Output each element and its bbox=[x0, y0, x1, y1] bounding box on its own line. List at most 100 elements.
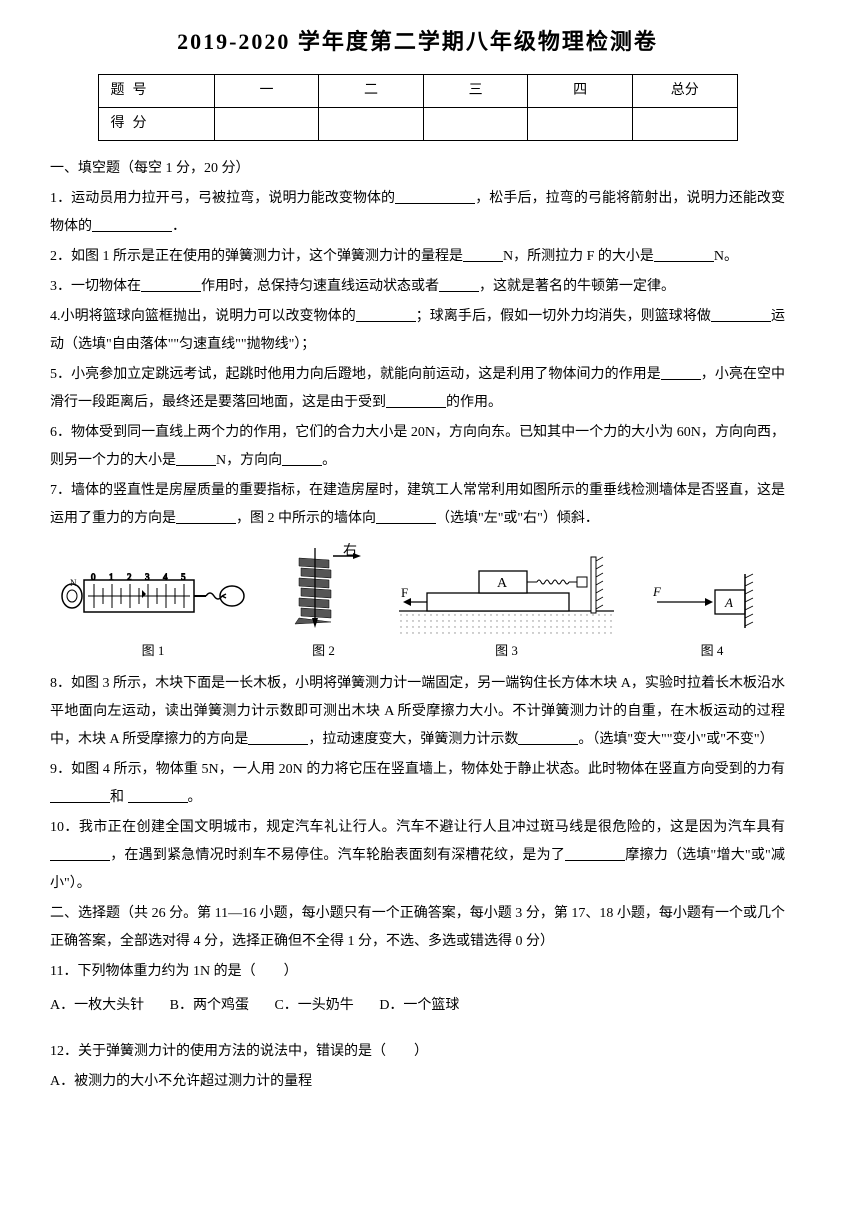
q9-text-a: 9．如图 4 所示，物体重 5N，一人用 20N 的力将它压在竖直墙上，物体处于… bbox=[50, 762, 785, 777]
header-cell: 题号 bbox=[98, 75, 214, 108]
fig3-label: 图 3 bbox=[399, 638, 614, 664]
blank bbox=[654, 246, 714, 262]
fig3-A-label: A bbox=[497, 576, 508, 591]
q3-text-a: 3．一切物体在 bbox=[50, 279, 141, 294]
option-C: C．一头奶牛 bbox=[274, 992, 353, 1020]
question-12-option-A: A．被测力的大小不允许超过测力计的量程 bbox=[50, 1068, 785, 1096]
question-5: 5．小亮参加立定跳远考试，起跳时他用力向后蹬地，就能向前运动，这是利用了物体间力… bbox=[50, 361, 785, 417]
blank bbox=[518, 729, 578, 745]
figures-row: N 0 1 2 3 4 5 图 1 bbox=[50, 543, 785, 664]
blank bbox=[565, 845, 625, 861]
score-cell bbox=[528, 108, 633, 141]
q8-text-c: 。（选填"变大""变小"或"不变"） bbox=[578, 732, 773, 747]
option-A: A．一枚大头针 bbox=[50, 992, 144, 1020]
score-cell bbox=[214, 108, 319, 141]
blank bbox=[356, 306, 416, 322]
question-1: 1．运动员用力拉开弓，弓被拉弯，说明力能改变物体的，松手后，拉弯的弓能将箭射出，… bbox=[50, 185, 785, 241]
question-9: 9．如图 4 所示，物体重 5N，一人用 20N 的力将它压在竖直墙上，物体处于… bbox=[50, 756, 785, 812]
blank bbox=[376, 508, 436, 524]
section-2-heading: 二、选择题（共 26 分。第 11—16 小题，每小题只有一个正确答案，每小题 … bbox=[50, 900, 785, 956]
question-11-options: A．一枚大头针 B．两个鸡蛋 C．一头奶牛 D．一个篮球 bbox=[50, 992, 785, 1020]
svg-text:5: 5 bbox=[181, 572, 186, 582]
q5-text-a: 5．小亮参加立定跳远考试，起跳时他用力向后蹬地，就能向前运动，这是利用了物体间力… bbox=[50, 367, 661, 382]
blank bbox=[463, 246, 503, 262]
blank bbox=[50, 787, 110, 803]
q6-text-a: 6．物体受到同一直线上两个力的作用，它们的合力大小是 20N，方向向东。已知其中… bbox=[50, 425, 785, 468]
figure-3: A F 图 3 bbox=[399, 553, 614, 664]
question-2: 2．如图 1 所示是正在使用的弹簧测力计，这个弹簧测力计的量程是 N，所测拉力 F… bbox=[50, 243, 785, 271]
q9-text-c: 。 bbox=[188, 790, 202, 805]
plumb-wall-icon: 右 bbox=[281, 543, 366, 638]
table-row-score: 得分 bbox=[98, 108, 737, 141]
q8-text-b: ，拉动速度变大，弹簧测力计示数 bbox=[308, 732, 518, 747]
q3-text-c: ，这就是著名的牛顿第一定律。 bbox=[479, 279, 675, 294]
question-8: 8．如图 3 所示，木块下面是一长木板，小明将弹簧测力计一端固定，另一端钩住长方… bbox=[50, 670, 785, 754]
q7-text-c: （选填"左"或"右"）倾斜． bbox=[436, 511, 599, 526]
question-3: 3．一切物体在 作用时，总保持匀速直线运动状态或者 ，这就是著名的牛顿第一定律。 bbox=[50, 273, 785, 301]
svg-text:3: 3 bbox=[145, 572, 150, 582]
spring-scale-icon: N 0 1 2 3 4 5 bbox=[58, 558, 248, 638]
score-cell bbox=[423, 108, 528, 141]
blank bbox=[128, 787, 188, 803]
header-cell: 总分 bbox=[632, 75, 737, 108]
score-cell: 得分 bbox=[98, 108, 214, 141]
q5-text-c: 的作用。 bbox=[446, 395, 502, 410]
q6-text-c: 。 bbox=[322, 453, 336, 468]
fig4-F-label: F bbox=[652, 584, 662, 599]
q4-text-b: ；球离手后，假如一切外力均消失，则篮球将做 bbox=[416, 309, 711, 324]
blank bbox=[141, 276, 201, 292]
question-6: 6．物体受到同一直线上两个力的作用，它们的合力大小是 20N，方向向东。已知其中… bbox=[50, 419, 785, 475]
blank bbox=[661, 364, 701, 380]
q10-text-a: 10．我市正在创建全国文明城市，规定汽车礼让行人。汽车不避让行人且冲过斑马线是很… bbox=[50, 820, 785, 835]
svg-text:N: N bbox=[70, 578, 77, 588]
header-cell: 二 bbox=[319, 75, 424, 108]
fig1-label: 图 1 bbox=[58, 638, 248, 664]
blank bbox=[386, 392, 446, 408]
fig4-label: 图 4 bbox=[647, 638, 777, 664]
score-cell bbox=[632, 108, 737, 141]
option-B: B．两个鸡蛋 bbox=[170, 992, 249, 1020]
blank bbox=[248, 729, 308, 745]
question-4: 4.小明将篮球向篮框抛出，说明力可以改变物体的 ；球离手后，假如一切外力均消失，则… bbox=[50, 303, 785, 359]
fig3-F-label: F bbox=[401, 585, 408, 600]
svg-text:1: 1 bbox=[109, 572, 114, 582]
q6-text-b: N，方向向 bbox=[216, 453, 282, 468]
blank bbox=[282, 450, 322, 466]
score-cell bbox=[319, 108, 424, 141]
q2-text-b: N，所测拉力 F 的大小是 bbox=[503, 249, 654, 264]
q7-text-b: ，图 2 中所示的墙体向 bbox=[236, 511, 376, 526]
blank bbox=[711, 306, 771, 322]
question-7: 7．墙体的竖直性是房屋质量的重要指标，在建造房屋时，建筑工人常常利用如图所示的重… bbox=[50, 477, 785, 533]
blank bbox=[439, 276, 479, 292]
q1-text-c: ． bbox=[172, 219, 186, 234]
q2-text-c: N。 bbox=[714, 249, 738, 264]
q4-text-a: 4.小明将篮球向篮框抛出，说明力可以改变物体的 bbox=[50, 309, 356, 324]
table-row-header: 题号 一 二 三 四 总分 bbox=[98, 75, 737, 108]
friction-block-icon: A F bbox=[399, 553, 614, 638]
option-D: D．一个篮球 bbox=[379, 992, 459, 1020]
q3-text-b: 作用时，总保持匀速直线运动状态或者 bbox=[201, 279, 439, 294]
block-wall-icon: F A bbox=[647, 568, 777, 638]
section-1-heading: 一、填空题（每空 1 分，20 分） bbox=[50, 155, 785, 183]
blank bbox=[395, 188, 475, 204]
blank bbox=[176, 508, 236, 524]
figure-1: N 0 1 2 3 4 5 图 1 bbox=[58, 558, 248, 664]
svg-text:0: 0 bbox=[91, 572, 96, 582]
svg-text:4: 4 bbox=[163, 572, 168, 582]
figure-4: F A 图 4 bbox=[647, 568, 777, 664]
q2-text-a: 2．如图 1 所示是正在使用的弹簧测力计，这个弹簧测力计的量程是 bbox=[50, 249, 463, 264]
question-10: 10．我市正在创建全国文明城市，规定汽车礼让行人。汽车不避让行人且冲过斑马线是很… bbox=[50, 814, 785, 898]
header-cell: 三 bbox=[423, 75, 528, 108]
figure-2: 右 图 2 bbox=[281, 543, 366, 664]
q10-text-b: ，在遇到紧急情况时刹车不易停住。汽车轮胎表面刻有深槽花纹，是为了 bbox=[110, 848, 565, 863]
blank bbox=[176, 450, 216, 466]
exam-title: 2019-2020 学年度第二学期八年级物理检测卷 bbox=[50, 20, 785, 64]
blank bbox=[92, 216, 172, 232]
q1-text-a: 1．运动员用力拉开弓，弓被拉弯，说明力能改变物体的 bbox=[50, 191, 395, 206]
score-table: 题号 一 二 三 四 总分 得分 bbox=[98, 74, 738, 141]
header-cell: 一 bbox=[214, 75, 319, 108]
header-cell: 四 bbox=[528, 75, 633, 108]
svg-text:2: 2 bbox=[127, 572, 132, 582]
fig2-arrow-label: 右 bbox=[343, 543, 357, 559]
fig4-A-label: A bbox=[724, 595, 733, 610]
